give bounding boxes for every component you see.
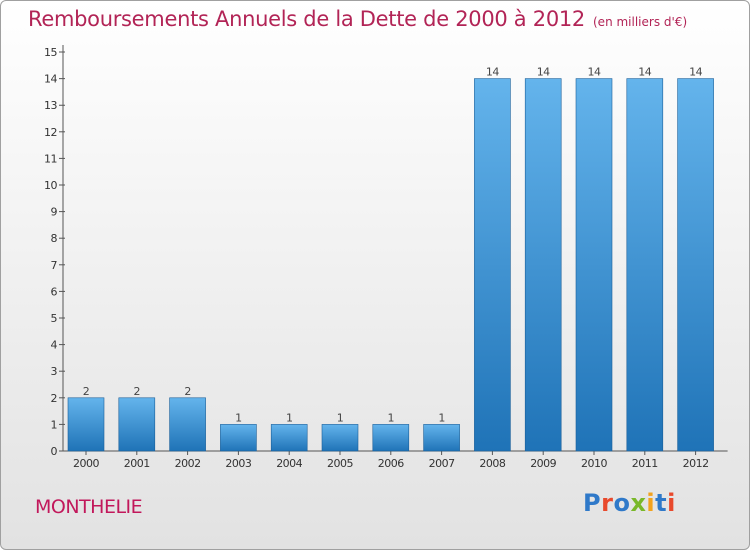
y-tick-label: 14 bbox=[44, 73, 57, 86]
data-label: 1 bbox=[388, 411, 395, 424]
bar-2007 bbox=[423, 424, 460, 452]
logo-letter: o bbox=[613, 489, 631, 517]
y-tick-label: 13 bbox=[44, 99, 57, 112]
y-tick-label: 5 bbox=[51, 312, 58, 325]
y-tick-label: 6 bbox=[51, 285, 58, 298]
data-label: 2 bbox=[134, 385, 141, 398]
bar-2002 bbox=[169, 397, 206, 452]
data-label: 2 bbox=[184, 385, 191, 398]
bar-2000 bbox=[67, 397, 105, 452]
y-tick-label: 1 bbox=[51, 418, 58, 431]
logo-letter: t bbox=[655, 489, 668, 517]
logo-letter: P bbox=[583, 489, 602, 517]
x-tick-label: 2002 bbox=[175, 457, 201, 470]
bar-2003 bbox=[220, 424, 257, 452]
chart-title: Remboursements Annuels de la Dette de 20… bbox=[28, 7, 687, 31]
y-tick-label: 3 bbox=[51, 365, 58, 378]
y-tick-label: 15 bbox=[44, 46, 57, 59]
data-label: 1 bbox=[337, 411, 344, 424]
chart-unit: (en milliers d'€) bbox=[593, 15, 688, 29]
x-tick-label: 2012 bbox=[683, 457, 709, 470]
chart-title-text: Remboursements Annuels de la Dette de 20… bbox=[28, 7, 585, 31]
data-label: 1 bbox=[235, 411, 242, 424]
y-tick-label: 8 bbox=[51, 232, 58, 245]
bar-2005 bbox=[321, 424, 359, 452]
y-tick-label: 11 bbox=[44, 152, 57, 165]
x-tick-label: 2003 bbox=[225, 457, 251, 470]
data-label: 14 bbox=[537, 66, 550, 79]
data-label: 1 bbox=[286, 411, 293, 424]
logo-letter: i bbox=[646, 489, 656, 517]
logo-letter: x bbox=[630, 489, 647, 517]
y-tick-label: 2 bbox=[51, 392, 58, 405]
y-tick-label: 7 bbox=[51, 259, 58, 272]
y-tick-label: 4 bbox=[51, 339, 58, 352]
bar-2008 bbox=[474, 78, 511, 452]
x-tick-label: 2010 bbox=[581, 457, 607, 470]
data-label: 14 bbox=[689, 66, 702, 79]
bar-2011 bbox=[626, 78, 664, 452]
bar-2001 bbox=[118, 397, 156, 452]
x-tick-label: 2004 bbox=[276, 457, 302, 470]
data-label: 14 bbox=[638, 66, 651, 79]
x-tick-label: 2007 bbox=[429, 457, 455, 470]
data-label: 1 bbox=[438, 411, 445, 424]
bar-2004 bbox=[270, 424, 308, 452]
data-label: 14 bbox=[486, 66, 499, 79]
logo-letter: i bbox=[667, 489, 676, 517]
bar-2009 bbox=[524, 78, 562, 452]
y-tick-label: 9 bbox=[51, 206, 58, 219]
bar-2006 bbox=[372, 424, 410, 452]
x-tick-label: 2009 bbox=[530, 457, 556, 470]
x-tick-label: 2011 bbox=[632, 457, 658, 470]
commune-name: MONTHELIE bbox=[35, 496, 143, 518]
data-label: 14 bbox=[588, 66, 601, 79]
x-tick-label: 2001 bbox=[124, 457, 150, 470]
proxiti-logo[interactable]: Proxiti bbox=[583, 489, 676, 517]
bar-2012 bbox=[677, 78, 714, 452]
x-tick-label: 2006 bbox=[378, 457, 404, 470]
data-label: 2 bbox=[83, 385, 90, 398]
x-tick-label: 2000 bbox=[73, 457, 99, 470]
logo-letter: r bbox=[601, 489, 614, 517]
x-tick-label: 2005 bbox=[327, 457, 353, 470]
x-tick-label: 2008 bbox=[479, 457, 505, 470]
bar-2010 bbox=[575, 78, 613, 452]
y-tick-label: 10 bbox=[44, 179, 57, 192]
y-tick-label: 0 bbox=[51, 445, 58, 458]
y-tick-label: 12 bbox=[44, 126, 57, 139]
